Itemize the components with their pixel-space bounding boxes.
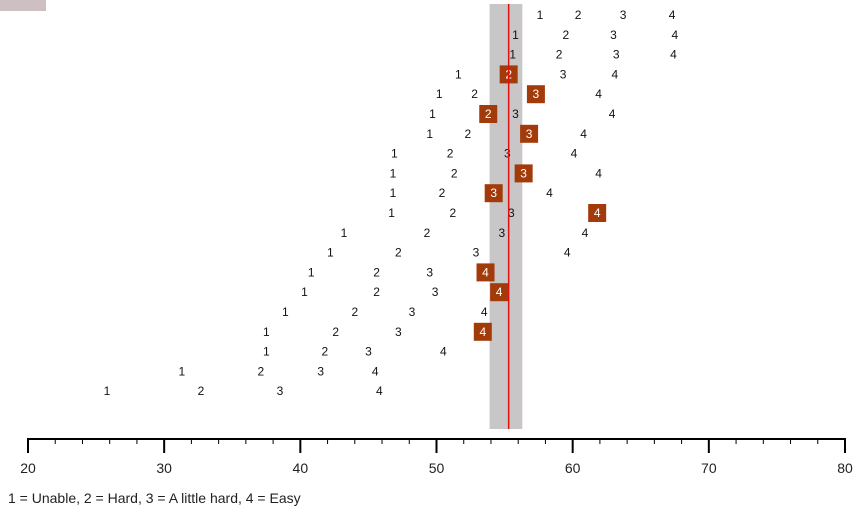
mark-row-1-1: 1 [537,8,544,22]
mark-row-15-2: 2 [373,285,380,299]
mark-row-20-3: 3 [277,384,284,398]
mark-row-18-4: 4 [440,345,447,359]
mark-row-5-1: 1 [436,87,443,101]
mark-row-4-4: 4 [612,67,619,81]
mark-row-2-1: 1 [512,28,519,42]
mark-row-8-1: 1 [391,147,398,161]
mark-row-5-2: 2 [471,87,478,101]
mark-row-8-3: 3 [504,147,511,161]
dot-chart: 1234123412341234123412341234123412341234… [20,4,853,476]
mark-row-4-1: 1 [455,67,462,81]
mark-row-3-2: 2 [556,48,563,62]
mark-row-2-3: 3 [610,28,617,42]
mark-row-19-1: 1 [179,364,186,378]
x-tick-label-20: 20 [20,460,36,476]
mark-row-6-4: 4 [609,107,616,121]
mark-row-1-3: 3 [620,8,627,22]
mark-row-19-2: 2 [258,364,265,378]
mark-row-3-4: 4 [670,48,677,62]
mark-row-18-1: 1 [263,345,270,359]
mark-row-17-2: 2 [332,325,339,339]
mark-row-3-3: 3 [613,48,620,62]
mark-row-13-4: 4 [564,246,571,260]
highlight-box-row-9-3 [514,164,533,183]
x-tick-label-80: 80 [837,460,853,476]
mark-row-10-1: 1 [390,186,397,200]
mark-row-12-4: 4 [582,226,589,240]
mark-row-1-2: 2 [575,8,582,22]
mark-row-2-4: 4 [671,28,678,42]
mark-row-16-1: 1 [282,305,289,319]
mark-row-8-2: 2 [447,147,454,161]
mark-row-15-4: 4 [496,285,503,299]
mark-row-9-3: 3 [520,166,527,180]
mark-row-14-1: 1 [308,265,315,279]
mark-row-18-2: 2 [321,345,328,359]
mark-row-9-2: 2 [451,166,458,180]
mark-row-17-3: 3 [395,325,402,339]
mark-row-12-2: 2 [424,226,431,240]
mark-row-7-3: 3 [526,127,533,141]
mark-row-16-3: 3 [409,305,416,319]
mark-row-4-3: 3 [560,67,567,81]
highlight-box-row-17-4 [473,322,492,341]
highlight-box-row-15-4 [490,283,509,302]
mark-row-20-1: 1 [104,384,111,398]
mark-row-9-1: 1 [390,166,397,180]
corner-tab [0,0,46,11]
mark-row-5-4: 4 [595,87,602,101]
mark-row-7-4: 4 [580,127,587,141]
x-tick-label-40: 40 [293,460,309,476]
mark-row-17-4: 4 [479,325,486,339]
mark-row-20-4: 4 [376,384,383,398]
mark-row-12-3: 3 [499,226,506,240]
mark-row-12-1: 1 [341,226,348,240]
mark-row-19-3: 3 [317,364,324,378]
mark-row-14-3: 3 [426,265,433,279]
mark-row-13-3: 3 [473,246,480,260]
mark-row-2-2: 2 [563,28,570,42]
mark-row-10-3: 3 [490,186,497,200]
mark-row-10-2: 2 [439,186,446,200]
mark-row-6-2: 2 [485,107,492,121]
mark-row-7-2: 2 [464,127,471,141]
mark-row-11-4: 4 [594,206,601,220]
legend-text: 1 = Unable, 2 = Hard, 3 = A little hard,… [8,490,301,506]
mark-row-7-1: 1 [426,127,433,141]
mark-row-5-3: 3 [533,87,540,101]
mark-row-11-2: 2 [449,206,456,220]
mark-row-14-4: 4 [482,265,489,279]
mark-row-13-2: 2 [395,246,402,260]
mark-row-15-3: 3 [432,285,439,299]
mark-row-16-2: 2 [351,305,358,319]
x-tick-label-30: 30 [156,460,172,476]
mark-row-3-1: 1 [509,48,516,62]
mark-row-13-1: 1 [327,246,334,260]
mark-row-20-2: 2 [198,384,205,398]
highlight-box-row-5-3 [526,85,545,104]
mark-row-18-3: 3 [365,345,372,359]
mark-row-6-3: 3 [512,107,519,121]
mark-row-6-1: 1 [429,107,436,121]
mark-row-11-3: 3 [508,206,515,220]
mark-row-19-4: 4 [372,364,379,378]
highlight-box-row-14-4 [476,263,495,282]
x-tick-label-50: 50 [429,460,445,476]
highlight-box-row-6-2 [479,105,498,123]
highlight-box-row-7-3 [520,124,539,143]
mark-row-8-4: 4 [571,147,578,161]
mark-row-17-1: 1 [263,325,270,339]
mark-row-15-1: 1 [301,285,308,299]
mark-row-10-4: 4 [546,186,553,200]
x-tick-label-60: 60 [565,460,581,476]
mark-row-11-1: 1 [388,206,395,220]
highlight-box-row-10-3 [484,184,503,203]
mark-row-14-2: 2 [373,265,380,279]
mark-row-16-4: 4 [481,305,488,319]
highlight-box-row-11-4 [588,204,607,222]
mark-row-1-4: 4 [669,8,676,22]
x-tick-label-70: 70 [701,460,717,476]
mark-row-9-4: 4 [595,166,602,180]
